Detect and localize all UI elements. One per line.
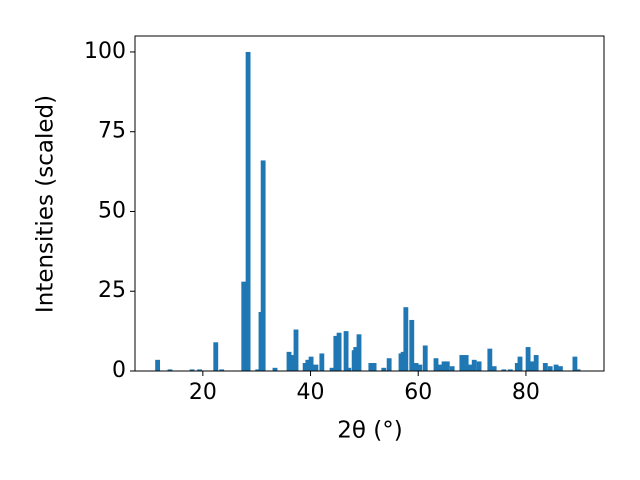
bar [381,367,387,371]
bar [333,335,339,371]
bar [219,369,225,371]
bar [336,332,342,371]
bar [476,361,482,371]
bar [507,369,513,371]
bar [553,364,559,371]
bar [449,366,455,371]
y-tick-label: 75 [98,119,126,144]
bar [386,358,392,371]
bar [197,369,203,371]
bar [533,355,539,371]
bar [437,364,443,371]
bar [272,367,278,371]
bar [356,334,362,371]
y-tick-label: 0 [112,358,126,383]
bar [313,364,319,371]
bar [155,359,161,371]
bar [302,363,308,371]
bar [329,367,335,371]
bar [400,351,406,371]
bar [409,319,415,371]
bar [441,361,447,371]
bar [487,348,493,371]
bar [417,364,423,371]
bar [572,356,578,371]
bar [514,363,520,371]
x-tick-label: 40 [297,380,325,405]
bar [289,355,295,371]
bar [529,361,535,371]
bar [433,358,439,371]
bar [346,367,352,371]
bar [343,331,349,371]
bar [575,369,581,371]
bar [557,366,563,371]
bar [245,51,251,371]
bar [260,160,266,371]
bar [368,363,374,371]
x-tick-label: 20 [189,380,217,405]
bar [353,347,359,371]
bar [491,366,497,371]
y-tick-label: 50 [98,198,126,223]
bar [501,369,507,371]
bar [189,369,195,371]
y-tick-label: 25 [98,278,126,303]
bar [517,356,523,371]
bar [525,347,531,371]
bar [444,361,450,371]
bar [413,363,419,371]
x-axis-label: 2θ (°) [337,418,402,444]
bar [422,345,428,371]
bar [293,329,299,371]
bar [241,281,247,371]
bar [371,363,377,371]
plot-frame [134,35,605,372]
bar [319,353,325,371]
bar [255,369,261,371]
x-tick-label: 60 [404,380,432,405]
bar [286,351,292,371]
bar [547,366,553,371]
bar [542,363,548,371]
y-axis-label: Intensities (scaled) [33,95,59,313]
bar [167,369,173,371]
y-tick-label: 100 [84,39,126,64]
bar [463,355,469,371]
bar [403,307,409,371]
bar [308,356,314,371]
x-tick-label: 80 [512,380,540,405]
bar [305,359,311,371]
bar [467,364,473,371]
bar [471,359,477,371]
bar [213,342,219,371]
bar [459,355,465,371]
